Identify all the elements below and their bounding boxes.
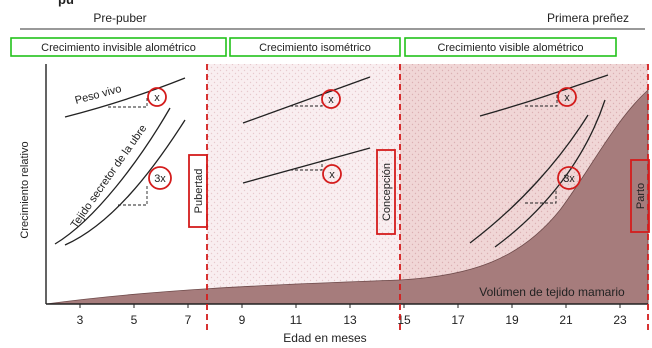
- mammary-volume-label: Volúmen de tejido mamario: [479, 285, 625, 299]
- x-axis-label: Edad en meses: [283, 331, 366, 345]
- isometric-zone-texture: [207, 64, 400, 304]
- x-tick-label-19: 19: [505, 313, 519, 327]
- stage-label-invisible-allometric: Crecimiento invisible alométrico: [41, 42, 196, 54]
- puberty-box: [188, 154, 208, 228]
- body-weight-guide-prepuber: [108, 96, 148, 108]
- calving-label: Parto: [635, 183, 647, 209]
- x-tick-label-13: 13: [343, 313, 357, 327]
- ratio-circle-body-isometric: [321, 89, 341, 109]
- body-weight-curve-prepuber: [64, 77, 186, 118]
- conception-label: Concepción: [381, 163, 393, 221]
- header-title-fragment: pu: [58, 0, 74, 7]
- x-tick-label-17: 17: [451, 313, 465, 327]
- ratio-label-body-isometric: x: [328, 94, 334, 106]
- ratio-label-body-visible: x: [564, 92, 570, 104]
- stage-label-visible-allometric: Crecimiento visible alométrico: [437, 42, 583, 54]
- ratio-circle-udder-visible: [557, 166, 581, 190]
- stage-box-isometric: [229, 37, 401, 57]
- ratio-label-udder-visible: 3x: [563, 173, 575, 185]
- x-tick-label-11: 11: [290, 313, 303, 327]
- x-tick-label-3: 3: [77, 313, 84, 327]
- stage-label-isometric: Crecimiento isométrico: [259, 42, 371, 54]
- body-weight-curve-isometric: [242, 76, 371, 124]
- calving-box: [630, 159, 650, 233]
- ratio-circle-udder-prepuber: [148, 166, 172, 190]
- ratio-label-udder-isometric: x: [329, 169, 335, 181]
- x-tick-label-5: 5: [131, 313, 138, 327]
- conception-box: [376, 149, 396, 235]
- secretory-tissue-curve-isometric: [242, 147, 371, 184]
- body-weight-curve-visible: [479, 74, 609, 117]
- secretory-tissue-curve-lower: [54, 107, 171, 245]
- x-tick-label-7: 7: [185, 313, 192, 327]
- secretory-guide-isometric: [290, 160, 323, 171]
- secretory-guide-prepuber: [118, 185, 148, 206]
- mammary-volume-area: [45, 89, 649, 305]
- x-tick-label-9: 9: [239, 313, 246, 327]
- secretory-guide-visible: [525, 190, 557, 204]
- period-label-first-pregnancy: Primera preñez: [547, 11, 629, 25]
- stage-box-visible-allometric: [404, 37, 617, 57]
- secretory-tissue-curve-visible-lower: [469, 114, 589, 244]
- stage-box-invisible-allometric: [10, 37, 227, 57]
- x-tick-label-21: 21: [559, 313, 573, 327]
- ratio-label-body-prepuber: x: [154, 92, 160, 104]
- body-weight-guide-visible: [525, 94, 558, 107]
- ratio-circle-body-prepuber: [147, 87, 167, 107]
- ratio-circle-body-visible: [557, 87, 577, 107]
- ratio-circle-udder-isometric: [322, 164, 342, 184]
- ratio-label-udder-prepuber: 3x: [154, 173, 166, 185]
- period-label-prepuber: Pre-puber: [93, 11, 146, 25]
- puberty-label: Pubertad: [193, 169, 205, 214]
- secretory-tissue-curve-upper: [64, 119, 186, 246]
- y-axis-label: Crecimiento relativo: [19, 141, 31, 238]
- x-tick-label-23: 23: [613, 313, 627, 327]
- secretory-tissue-curve-visible-upper: [494, 99, 606, 248]
- x-axis-ticks: 3 5 7 9 11 13 15 17 19 21 23: [77, 304, 627, 327]
